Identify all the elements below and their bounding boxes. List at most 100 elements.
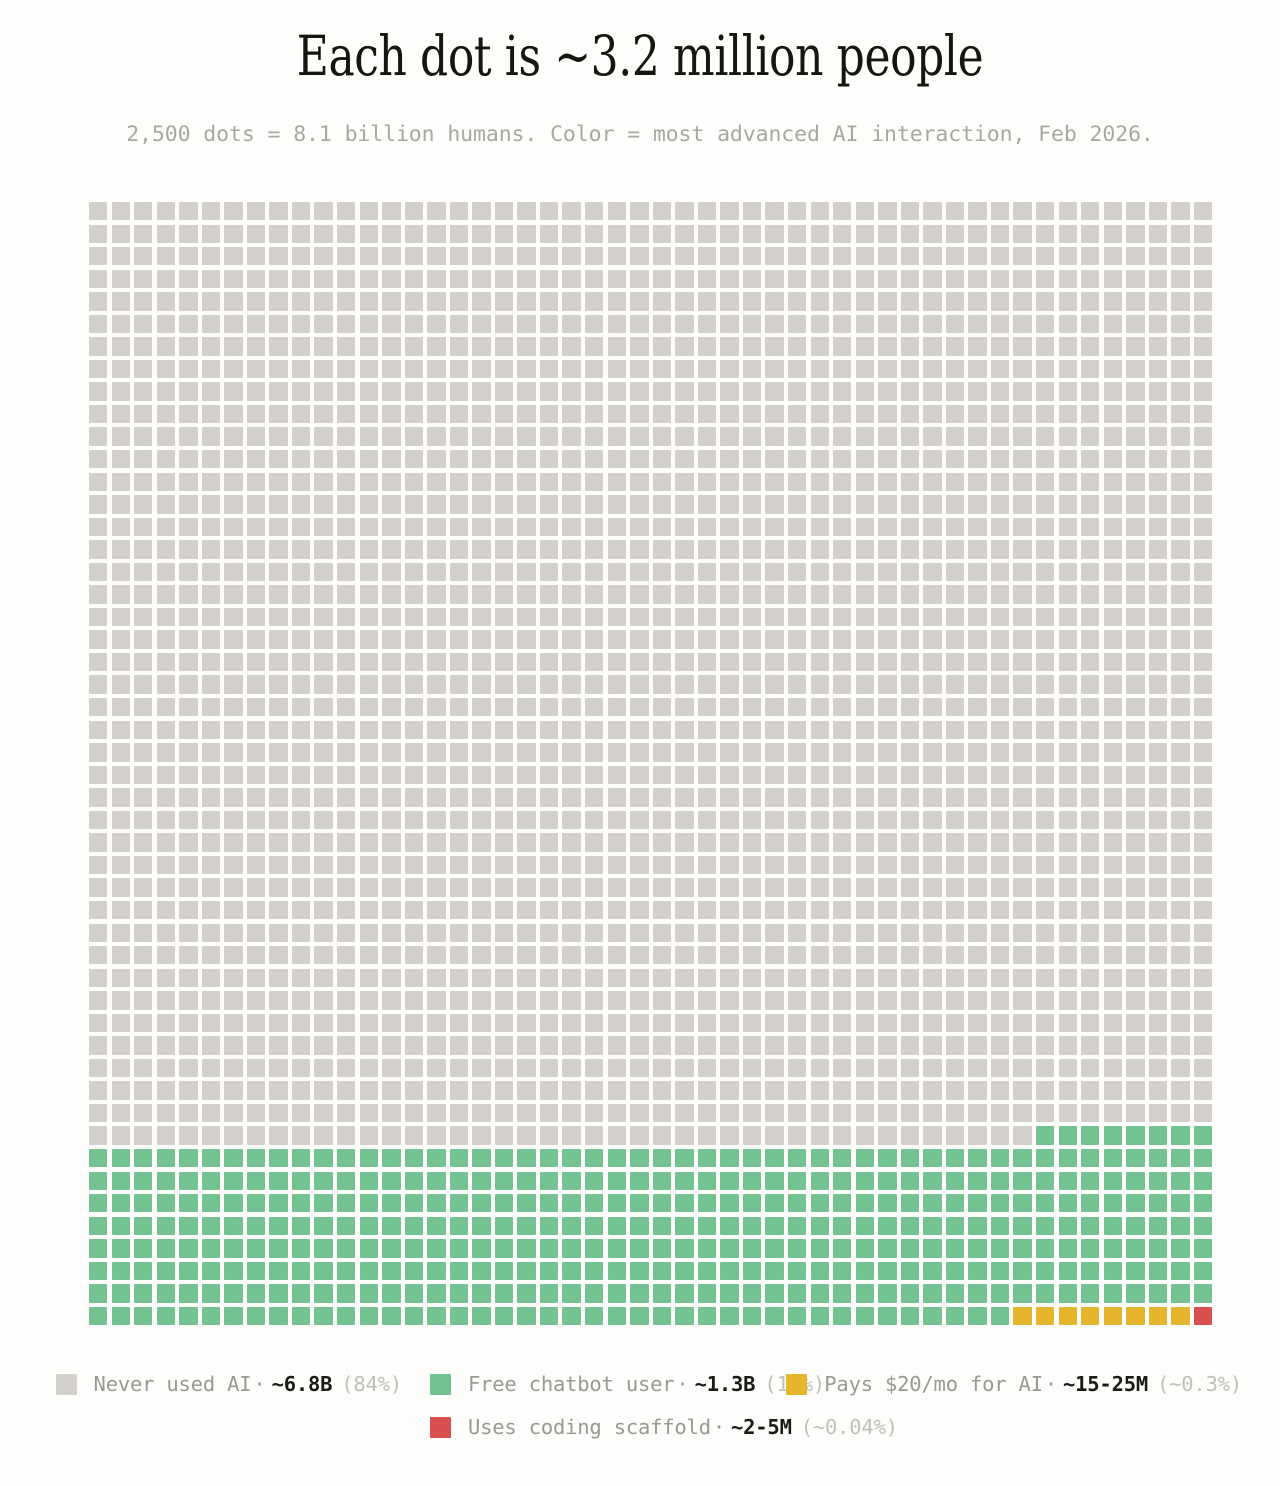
dot	[652, 1126, 672, 1145]
dot	[179, 1239, 198, 1258]
dot	[156, 224, 176, 243]
dot	[1171, 923, 1190, 942]
dot	[156, 675, 176, 694]
dot	[427, 540, 446, 559]
dot	[1035, 1216, 1055, 1235]
dot	[787, 1013, 807, 1033]
dot	[449, 382, 469, 401]
dot	[1148, 562, 1168, 582]
dot	[1081, 450, 1100, 469]
dot	[810, 1171, 829, 1190]
dot	[720, 1103, 739, 1123]
dot	[630, 585, 649, 604]
dot	[990, 675, 1010, 694]
dot	[179, 743, 198, 762]
dot	[787, 562, 807, 582]
dot	[562, 652, 581, 672]
dot	[945, 923, 965, 942]
dot	[1193, 630, 1213, 649]
dot	[1081, 1036, 1100, 1055]
dot	[1013, 743, 1032, 762]
dot	[539, 833, 559, 852]
dot	[89, 269, 108, 289]
dot	[855, 1036, 874, 1055]
dot	[607, 1103, 626, 1123]
dot	[472, 585, 491, 604]
dot	[224, 1036, 243, 1055]
dot	[855, 495, 874, 514]
dot	[990, 382, 1010, 401]
dot	[990, 1013, 1010, 1033]
dot	[1035, 314, 1055, 334]
dot	[224, 765, 243, 785]
dot	[585, 269, 604, 289]
dot	[1035, 968, 1055, 987]
dot	[720, 968, 739, 987]
dot	[517, 1171, 536, 1190]
dot	[337, 810, 356, 830]
dot	[246, 991, 266, 1010]
dot	[1081, 247, 1100, 266]
dot	[179, 1058, 198, 1078]
dot	[742, 1126, 762, 1145]
dot	[765, 337, 784, 356]
dot	[878, 743, 897, 762]
dot	[1035, 855, 1055, 875]
dot	[585, 427, 604, 446]
dot	[201, 517, 221, 537]
dot	[675, 1103, 694, 1123]
dot	[900, 450, 920, 469]
dot	[787, 652, 807, 672]
dot	[404, 675, 424, 694]
dot	[201, 968, 221, 987]
dot	[787, 585, 807, 604]
dot	[246, 540, 266, 559]
dot	[833, 675, 852, 694]
dot	[427, 946, 446, 965]
dot	[382, 224, 401, 243]
dot	[472, 652, 491, 672]
dot	[1171, 810, 1190, 830]
dot	[697, 1036, 717, 1055]
dot	[1013, 946, 1032, 965]
dot	[810, 698, 829, 717]
dot	[878, 269, 897, 289]
dot	[900, 1013, 920, 1033]
dot	[1171, 833, 1190, 852]
dot	[990, 1126, 1010, 1145]
dot	[1103, 810, 1122, 830]
dot	[1081, 946, 1100, 965]
dot	[1126, 314, 1145, 334]
dot	[855, 337, 874, 356]
dot	[675, 472, 694, 491]
dot	[968, 517, 987, 537]
dot	[990, 450, 1010, 469]
dot	[742, 1194, 762, 1213]
dot	[1171, 878, 1190, 897]
dot	[337, 946, 356, 965]
dot	[562, 427, 581, 446]
dot	[697, 878, 717, 897]
dot	[494, 495, 514, 514]
dot	[1193, 878, 1213, 897]
dot	[720, 1036, 739, 1055]
dot	[291, 698, 311, 717]
dot	[517, 247, 536, 266]
dot	[1013, 968, 1032, 987]
dot	[111, 765, 130, 785]
dot	[179, 382, 198, 401]
dot	[607, 1036, 626, 1055]
dot	[1013, 1103, 1032, 1123]
dot	[382, 1103, 401, 1123]
dot	[539, 698, 559, 717]
dot	[742, 765, 762, 785]
dot	[269, 810, 288, 830]
dot	[855, 427, 874, 446]
dot	[697, 1194, 717, 1213]
dot	[201, 269, 221, 289]
dot	[156, 1171, 176, 1190]
dot	[878, 1261, 897, 1281]
dot	[224, 833, 243, 852]
dot	[855, 517, 874, 537]
dot	[1013, 765, 1032, 785]
